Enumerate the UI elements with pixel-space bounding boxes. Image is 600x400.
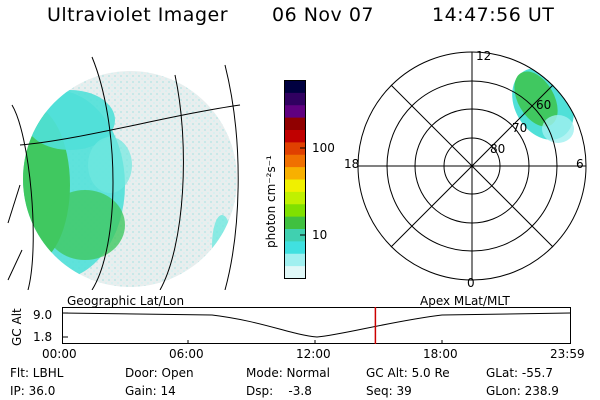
colorbar-band	[285, 105, 305, 119]
gc-alt-status: GC Alt: 5.0 Re	[366, 366, 450, 380]
colorbar	[284, 80, 306, 280]
glon-status: GLon: 238.9	[486, 384, 559, 398]
altitude-timeline	[62, 307, 571, 344]
colorbar-band	[285, 253, 305, 267]
colorbar-band	[285, 179, 305, 193]
timeline-ytick-max: 9.0	[33, 308, 53, 322]
mlat-label-80: 80	[490, 142, 505, 156]
geographic-label: Geographic Lat/Lon	[67, 294, 185, 308]
colorbar-band	[285, 167, 305, 181]
mlt-label-18: 18	[344, 157, 359, 171]
colorbar-band	[285, 241, 305, 255]
timeline-xtick-0600: 06:00	[169, 347, 204, 361]
timeline-xtick-2359: 23:59	[550, 347, 585, 361]
door-status: Door: Open	[125, 366, 194, 380]
colorbar-band	[285, 92, 305, 106]
glat-status: GLat: -55.7	[486, 366, 553, 380]
mlat-label-70: 70	[512, 121, 527, 135]
colorbar-tick-10: 10	[312, 228, 328, 242]
colorbar-tick-100: 100	[312, 141, 335, 155]
instrument-title: Ultraviolet Imager	[47, 4, 229, 26]
image-date: 06 Nov 07	[272, 4, 375, 26]
filter-status: Flt: LBHL	[10, 366, 64, 380]
timeline-xtick-1200: 12:00	[296, 347, 331, 361]
timeline-ytick-min: 1.8	[33, 330, 53, 344]
colorbar-band	[285, 142, 305, 156]
image-time: 14:47:56 UT	[432, 4, 555, 26]
colorbar-band	[285, 130, 305, 143]
mlt-label-0: 0	[467, 276, 475, 290]
colorbar-band	[285, 80, 305, 94]
ip-status: IP: 36.0	[10, 384, 56, 398]
colorbar-band	[285, 191, 305, 205]
colorbar-band	[285, 117, 305, 131]
colorbar-band	[285, 266, 305, 280]
gain-status: Gain: 14	[125, 384, 176, 398]
mlt-label-12: 12	[476, 49, 491, 63]
timeline-xtick-0000: 00:00	[42, 347, 77, 361]
seq-status: Seq: 39	[366, 384, 412, 398]
dsp-status: Dsp: -3.8	[246, 384, 312, 398]
timeline-ylabel: GC Alt	[10, 308, 24, 346]
colorbar-unit: photon cm⁻²s⁻¹	[264, 155, 278, 248]
mlt-label-6: 6	[576, 157, 584, 171]
colorbar-band	[285, 154, 305, 168]
colorbar-band	[285, 204, 305, 218]
mlat-label-60: 60	[536, 98, 551, 112]
apex-label: Apex MLat/MLT	[420, 294, 510, 308]
polar-plot: 12 18 6 0 60 70 80	[344, 49, 587, 290]
colorbar-band	[285, 229, 305, 242]
timeline-xtick-1800: 18:00	[423, 347, 458, 361]
mode-status: Mode: Normal	[246, 366, 330, 380]
geographic-image	[7, 56, 241, 290]
colorbar-band	[285, 216, 305, 230]
